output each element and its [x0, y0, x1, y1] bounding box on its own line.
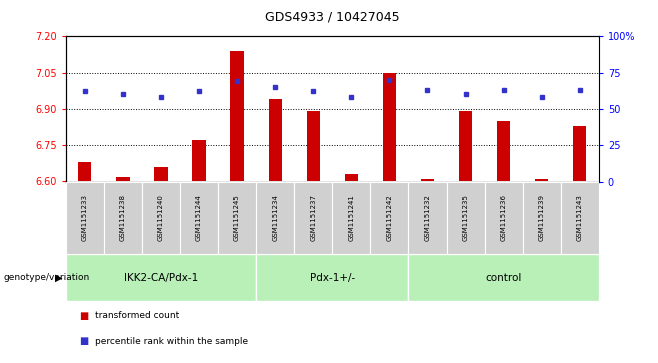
Text: GSM1151237: GSM1151237	[311, 194, 316, 241]
Bar	[447, 182, 484, 254]
Bar	[561, 182, 599, 254]
Bar	[484, 182, 522, 254]
Bar	[370, 182, 409, 254]
Bar	[142, 182, 180, 254]
Bar	[535, 179, 548, 182]
Text: GSM1151239: GSM1151239	[539, 194, 545, 241]
Text: GSM1151241: GSM1151241	[348, 194, 354, 241]
Bar	[116, 177, 130, 182]
Bar	[573, 126, 586, 182]
Bar	[218, 182, 256, 254]
Text: ■: ■	[79, 311, 88, 321]
Text: GSM1151234: GSM1151234	[272, 194, 278, 241]
Text: GSM1151245: GSM1151245	[234, 195, 240, 241]
Text: Pdx-1+/-: Pdx-1+/-	[310, 273, 355, 283]
Text: percentile rank within the sample: percentile rank within the sample	[95, 337, 249, 346]
Bar	[409, 254, 599, 301]
Text: GSM1151238: GSM1151238	[120, 194, 126, 241]
Bar	[66, 182, 104, 254]
Bar	[104, 182, 142, 254]
Text: GSM1151240: GSM1151240	[158, 194, 164, 241]
Bar	[459, 111, 472, 182]
Text: GSM1151244: GSM1151244	[196, 195, 202, 241]
Text: transformed count: transformed count	[95, 311, 180, 320]
Text: ▶: ▶	[55, 273, 62, 283]
Text: genotype/variation: genotype/variation	[3, 273, 89, 282]
Text: control: control	[486, 273, 522, 283]
Text: GDS4933 / 10427045: GDS4933 / 10427045	[265, 11, 399, 24]
Bar	[332, 182, 370, 254]
Bar	[307, 111, 320, 182]
Bar	[294, 182, 332, 254]
Bar	[409, 182, 447, 254]
Bar	[256, 254, 409, 301]
Bar	[180, 182, 218, 254]
Bar	[78, 162, 91, 182]
Text: GSM1151235: GSM1151235	[463, 194, 468, 241]
Bar	[345, 174, 358, 182]
Bar	[256, 182, 294, 254]
Bar	[66, 254, 256, 301]
Bar	[192, 140, 206, 182]
Bar	[522, 182, 561, 254]
Bar	[383, 73, 396, 182]
Text: GSM1151233: GSM1151233	[82, 194, 88, 241]
Text: ■: ■	[79, 336, 88, 346]
Bar	[230, 51, 243, 182]
Bar	[268, 99, 282, 182]
Text: GSM1151243: GSM1151243	[577, 194, 583, 241]
Text: IKK2-CA/Pdx-1: IKK2-CA/Pdx-1	[124, 273, 198, 283]
Text: GSM1151236: GSM1151236	[501, 194, 507, 241]
Bar	[155, 167, 168, 182]
Bar	[497, 121, 510, 182]
Text: GSM1151232: GSM1151232	[424, 194, 430, 241]
Bar	[421, 179, 434, 182]
Text: GSM1151242: GSM1151242	[386, 195, 392, 241]
